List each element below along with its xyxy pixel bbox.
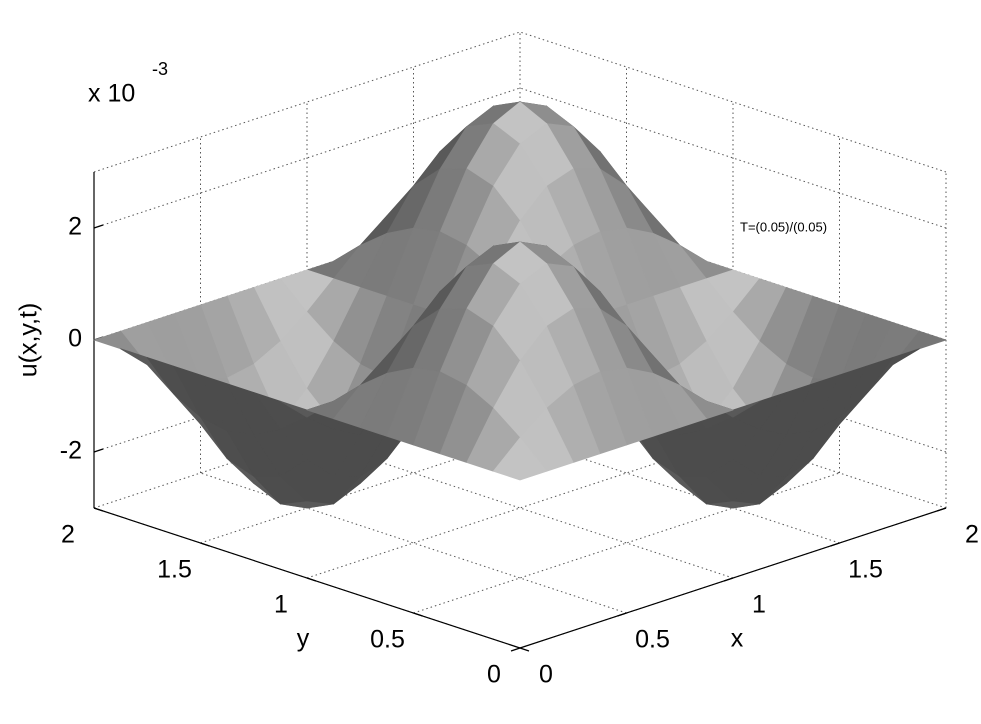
tick-mark [519,647,530,652]
box-edge [93,31,521,173]
grid-line [519,87,947,229]
y-axis-label: y [297,625,310,653]
x-tick-label: 1 [752,591,766,619]
z-tick-label: 2 [68,213,82,241]
tick-mark [510,647,521,652]
y-tick-label: 2 [61,521,75,549]
x-axis-label: x [731,625,744,653]
z-tick-label: 0 [68,325,82,353]
labels: x 10 -3 T=(0.05)/(0.05) u(x,y,t) 00.511.… [15,59,979,689]
x-tick-label: 2 [965,521,979,549]
z-multiplier: x 10 [88,80,135,108]
x-tick-label: 0.5 [635,626,670,654]
axis-line [519,507,947,649]
box-edge [519,31,947,173]
y-tick-label: 1 [274,591,288,619]
surface-patch [492,437,548,481]
annotation: T=(0.05)/(0.05) [740,219,827,234]
z-exponent: -3 [152,59,168,79]
tick-mark [93,448,104,453]
x-tick-label: 0 [539,661,553,689]
axis-line [93,507,521,649]
x-tick-label: 1.5 [848,556,883,584]
grid-line [93,87,521,229]
z-axis-label: u(x,y,t) [15,303,43,378]
z-tick-label: -2 [60,437,82,465]
tick-mark [93,224,104,229]
y-tick-label: 1.5 [157,556,192,584]
surface [93,101,947,509]
y-tick-label: 0 [487,661,501,689]
y-tick-label: 0.5 [370,626,405,654]
